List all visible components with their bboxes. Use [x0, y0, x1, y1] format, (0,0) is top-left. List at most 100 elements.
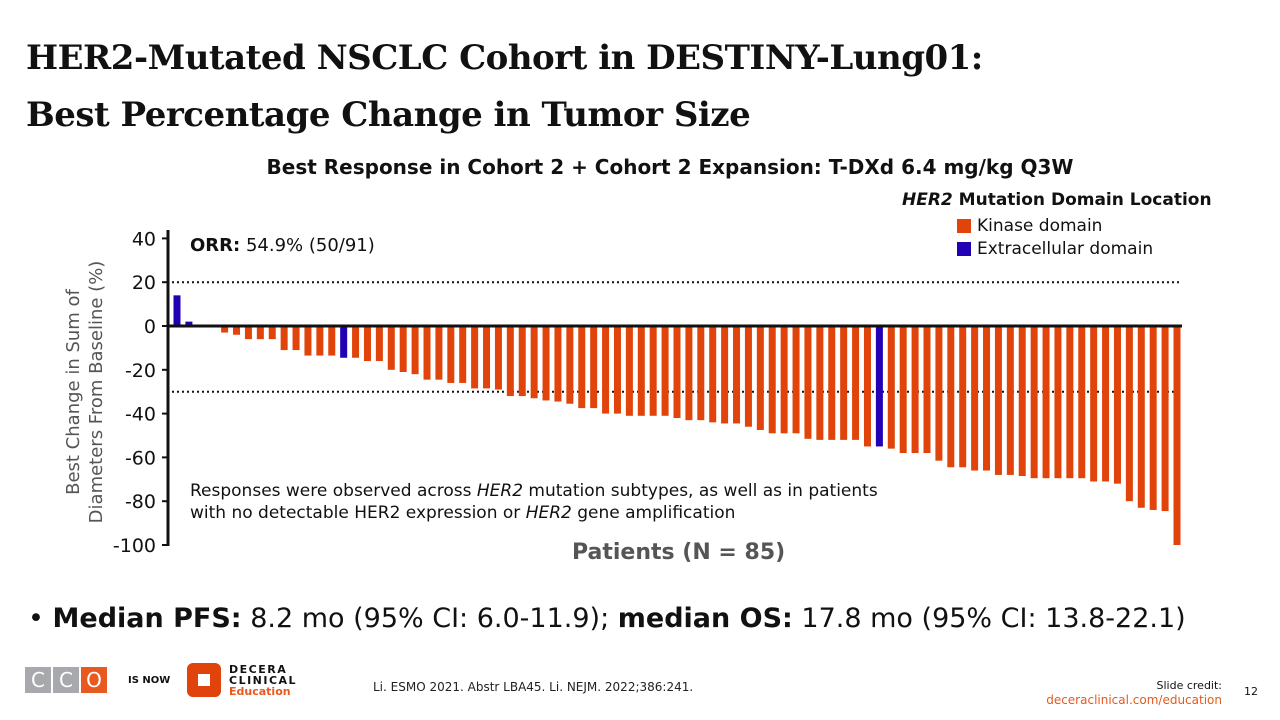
slide-title: HER2-Mutated NSCLC Cohort in DESTINY-Lun… [26, 30, 983, 144]
y-tick-label: 0 [144, 316, 156, 338]
bar [1149, 326, 1157, 510]
bar [733, 326, 741, 424]
decera-word: CLINICAL [229, 673, 298, 687]
bar [673, 326, 681, 418]
bar [649, 326, 657, 416]
bar [352, 326, 360, 358]
cco-logo: C C O [25, 667, 107, 693]
note-gene: HER2 [476, 481, 524, 501]
legend-label: Extracellular domain [977, 238, 1154, 259]
bar [863, 326, 871, 447]
bar [280, 326, 288, 351]
bar [685, 326, 693, 421]
bar [578, 326, 586, 409]
bar [268, 326, 276, 340]
bar [1078, 326, 1086, 479]
bar [316, 326, 324, 356]
bar [459, 326, 467, 383]
bar [518, 326, 526, 397]
title-line-2: Best Percentage Change in Tumor Size [26, 95, 751, 135]
bar [1006, 326, 1014, 475]
os-value: 17.8 mo (95% CI: 13.8-22.1) [792, 603, 1186, 634]
bar [756, 326, 764, 431]
bar [363, 326, 371, 362]
bar [1042, 326, 1050, 479]
bar [304, 326, 312, 356]
bar [959, 326, 967, 468]
bar [411, 326, 419, 375]
cco-letter: O [81, 667, 107, 693]
bar [447, 326, 455, 383]
bar [471, 326, 479, 389]
note-text: Responses were observed across [190, 481, 477, 501]
bar [244, 326, 252, 340]
pfs-value: 8.2 mo (95% CI: 6.0-11.9); [241, 603, 618, 634]
legend-swatch-kinase [957, 218, 971, 233]
bar [887, 326, 895, 449]
decera-word: DECERA [229, 662, 288, 676]
bar [768, 326, 776, 434]
slide-credit: Slide credit: deceraclinical.com/educati… [1046, 679, 1222, 707]
bar [173, 295, 181, 326]
x-axis-label: Patients (N = 85) [572, 540, 786, 565]
title-line-1: HER2-Mutated NSCLC Cohort in DESTINY-Lun… [26, 38, 983, 78]
bar [792, 326, 800, 434]
bar [256, 326, 264, 340]
bar [911, 326, 919, 454]
response-note: Responses were observed across HER2 muta… [190, 480, 878, 524]
bar [483, 326, 491, 389]
legend-item-kinase: Kinase domain [957, 214, 1212, 237]
bar [340, 326, 348, 358]
decera-mark-icon [187, 663, 221, 697]
bar [399, 326, 407, 372]
credit-label: Slide credit: [1156, 679, 1223, 692]
bar [292, 326, 300, 351]
bar [387, 326, 395, 370]
bar [328, 326, 336, 356]
bar [423, 326, 431, 380]
bar [625, 326, 633, 416]
bar [375, 326, 383, 362]
y-tick-label: -60 [125, 447, 156, 469]
bar [935, 326, 943, 461]
bar [590, 326, 598, 409]
bar [566, 326, 574, 404]
bar [1018, 326, 1026, 477]
os-label: median OS: [617, 603, 793, 634]
legend-title: HER2 Mutation Domain Location [902, 190, 1212, 210]
bar [530, 326, 538, 399]
bar [1090, 326, 1098, 482]
bar [185, 321, 193, 326]
credit-link[interactable]: deceraclinical.com/education [1046, 693, 1222, 707]
legend-swatch-extracellular [957, 241, 971, 256]
legend-title-text: Mutation Domain Location [952, 190, 1212, 210]
y-tick-label: -40 [125, 404, 156, 426]
bar [840, 326, 848, 440]
decera-word: Education [229, 684, 291, 698]
is-now-text: IS NOW [128, 675, 171, 686]
bar [602, 326, 610, 414]
bar [554, 326, 562, 402]
cco-letter: C [53, 667, 79, 693]
bar [983, 326, 991, 471]
bar [744, 326, 752, 427]
bar [637, 326, 645, 416]
bar [1054, 326, 1062, 479]
page-number: 12 [1244, 685, 1258, 698]
bar [994, 326, 1002, 475]
survival-bullet: • Median PFS: 8.2 mo (95% CI: 6.0-11.9);… [28, 603, 1186, 634]
bar [494, 326, 502, 390]
chart-legend: HER2 Mutation Domain Location Kinase dom… [902, 190, 1212, 260]
bar [233, 326, 241, 335]
bar [971, 326, 979, 471]
bar [542, 326, 550, 401]
bar [1030, 326, 1038, 479]
y-tick-label: -20 [125, 360, 156, 382]
y-tick-label: 40 [132, 228, 156, 250]
cco-letter: C [25, 667, 51, 693]
decera-logo: DECERA CLINICAL Education [187, 663, 297, 697]
bar [780, 326, 788, 434]
pfs-label: Median PFS: [52, 603, 242, 634]
bar [613, 326, 621, 414]
